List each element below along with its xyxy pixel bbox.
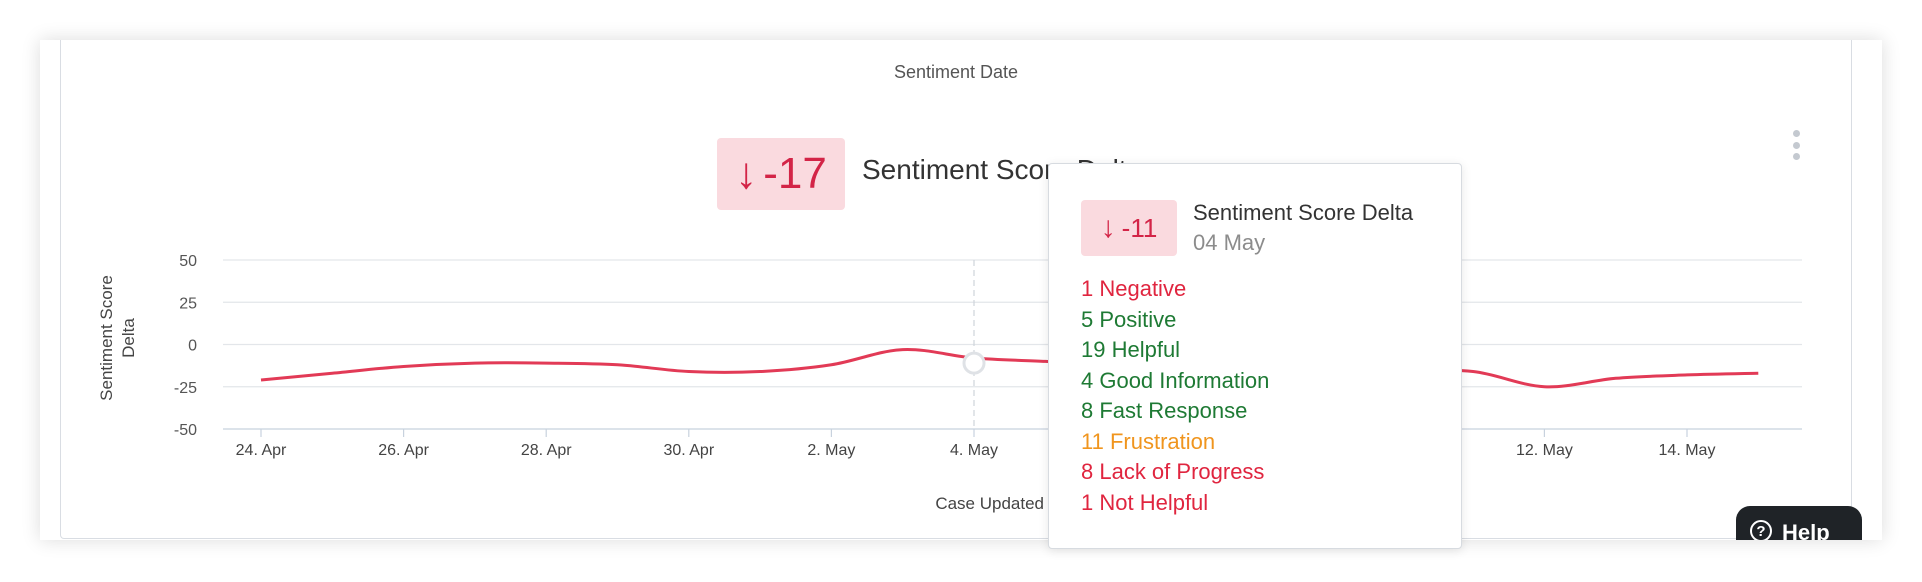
x-tick-label: 14. May bbox=[1659, 442, 1716, 459]
tooltip-item: 1 Not Helpful bbox=[1081, 489, 1209, 515]
chart-tooltip: ↓ -11 Sentiment Score Delta 04 May 1 Neg… bbox=[1048, 163, 1462, 549]
x-tick-label: 2. May bbox=[807, 442, 855, 459]
question-circle-icon: ? bbox=[1750, 520, 1772, 540]
y-axis-title: Sentiment Score Delta bbox=[97, 275, 138, 401]
tooltip-item: 4 Good Information bbox=[1081, 367, 1270, 393]
hover-point bbox=[962, 351, 986, 375]
tooltip-item: 11 Frustration bbox=[1081, 428, 1216, 454]
x-tick-label: 30. Apr bbox=[663, 442, 714, 459]
kpi-value: -17 bbox=[763, 149, 827, 198]
tooltip-item: 8 Lack of Progress bbox=[1081, 459, 1265, 484]
kpi-delta-badge: ↓ -17 bbox=[717, 138, 845, 210]
tooltip-title: Sentiment Score Delta bbox=[1193, 200, 1414, 225]
chart-caption: Sentiment Date bbox=[893, 62, 1019, 82]
y-tick-label: -25 bbox=[174, 380, 197, 397]
tooltip-item: 5 Positive bbox=[1081, 306, 1177, 332]
tooltip-item: 8 Fast Response bbox=[1081, 398, 1248, 423]
x-tick-label: 26. Apr bbox=[378, 442, 429, 459]
x-tick-label: 28. Apr bbox=[521, 442, 572, 459]
arrow-down-icon: ↓ bbox=[735, 149, 758, 198]
help-button[interactable]: ? Help bbox=[1736, 506, 1862, 540]
series-line bbox=[260, 347, 1759, 389]
tooltip-date: 04 May bbox=[1193, 230, 1266, 255]
chart-panel: Sentiment Date bbox=[60, 40, 1852, 539]
x-tick-label: 12. May bbox=[1516, 442, 1573, 459]
x-tick-label: 24. Apr bbox=[236, 442, 287, 459]
y-tick-label: 0 bbox=[188, 338, 197, 355]
x-axis-title: Case Updated Date bbox=[935, 494, 1084, 513]
sentiment-chart-card: Sentiment Date ↓ -17 Sentiment Score Del… bbox=[40, 40, 1882, 549]
help-clip: ? Help bbox=[1736, 506, 1862, 540]
y-tick-label: -50 bbox=[174, 422, 197, 439]
tooltip-value: -11 bbox=[1121, 212, 1158, 243]
tooltip-breakdown-list: 1 Negative 5 Positive 19 Helpful 4 Good Inf… bbox=[1081, 274, 1269, 518]
tooltip-delta-badge: ↓ -11 bbox=[1081, 200, 1177, 256]
tooltip-item: 1 Negative bbox=[1081, 276, 1187, 301]
more-options-icon[interactable] bbox=[1789, 130, 1803, 160]
y-tick-label: 50 bbox=[179, 253, 197, 270]
y-tick-label: 25 bbox=[179, 295, 197, 312]
arrow-down-icon: ↓ bbox=[1100, 211, 1116, 244]
help-label: Help bbox=[1782, 520, 1830, 540]
tooltip-item: 19 Helpful bbox=[1081, 337, 1181, 362]
x-tick-label: 4. May bbox=[950, 442, 998, 459]
